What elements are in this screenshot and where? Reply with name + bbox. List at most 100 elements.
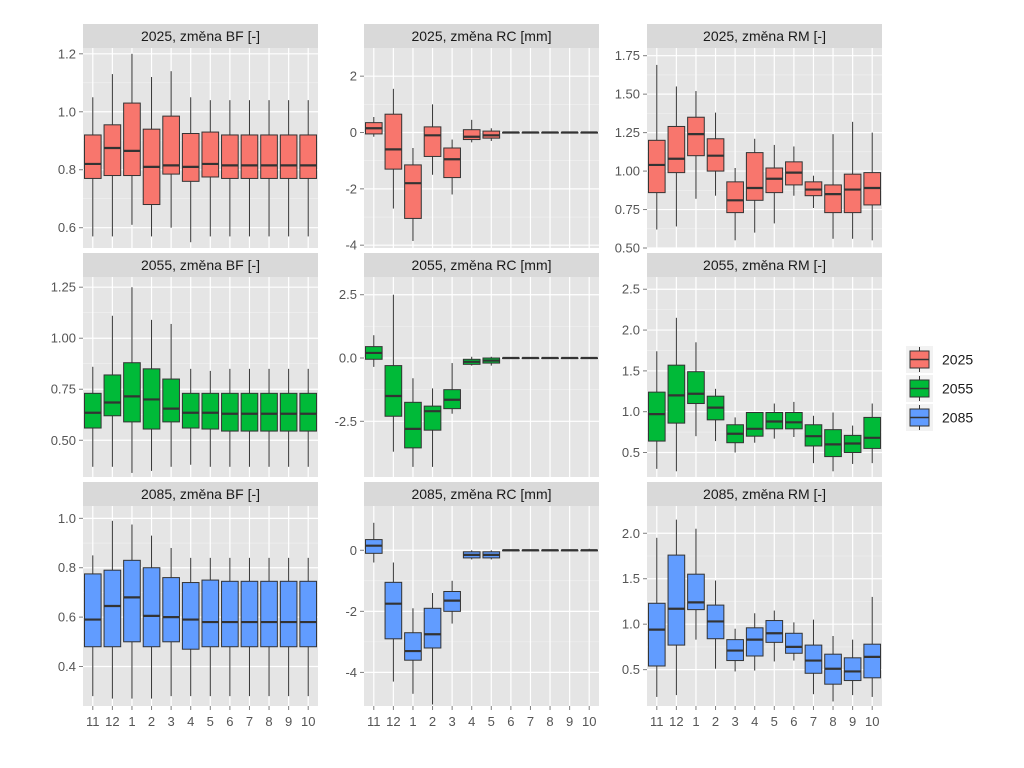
box-body xyxy=(843,173,862,214)
panel-background xyxy=(83,506,318,706)
facet-strip xyxy=(83,253,318,277)
y-tick-label: 0.75 xyxy=(615,202,640,217)
box-body xyxy=(279,580,298,648)
panel-background xyxy=(83,48,318,248)
box-body xyxy=(765,620,784,643)
x-tick-label: 5 xyxy=(771,714,778,729)
facet-panel: 2055, změna RC [mm] -2.5 0.0 2.5 xyxy=(335,253,599,477)
box-8 xyxy=(260,557,278,697)
box-1 xyxy=(123,53,141,225)
box-body xyxy=(299,392,318,432)
x-tick-label: 10 xyxy=(865,714,879,729)
y-tick-label: 1.5 xyxy=(622,571,640,586)
box-6 xyxy=(221,100,239,237)
box-12 xyxy=(667,86,686,227)
box-10 xyxy=(863,596,882,697)
box-12 xyxy=(667,519,686,696)
box-5 xyxy=(201,370,220,467)
box-body xyxy=(240,392,259,432)
box-body xyxy=(181,582,200,650)
box-2 xyxy=(423,104,442,175)
box-body xyxy=(279,392,298,432)
y-tick-label: 0.6 xyxy=(58,220,76,235)
x-tick-label: 12 xyxy=(386,714,400,729)
box-4 xyxy=(462,119,481,143)
box-3 xyxy=(443,139,461,195)
box-9 xyxy=(279,557,298,697)
box-7 xyxy=(240,100,259,237)
box-12 xyxy=(103,315,122,467)
box-body xyxy=(142,567,161,648)
x-tick-label: 5 xyxy=(207,714,214,729)
y-tick-label: 0 xyxy=(350,543,357,558)
box-body xyxy=(804,644,823,674)
box-body xyxy=(384,365,403,417)
box-6 xyxy=(502,131,520,134)
y-tick-label: 1.00 xyxy=(615,164,640,179)
facet-strip-title: 2025, změna BF [-] xyxy=(141,28,260,44)
box-12 xyxy=(103,520,122,699)
box-body xyxy=(299,580,318,648)
box-4 xyxy=(745,613,764,671)
facet-panel: 2025, změna RM [-] 0.50 0.75 1.00 1.25 1.50 1.… xyxy=(615,24,882,256)
y-tick-label: 1.0 xyxy=(58,104,76,119)
box-body xyxy=(123,362,141,423)
y-tick-label: 0.0 xyxy=(339,351,357,366)
x-tick-label: 4 xyxy=(751,714,758,729)
facet-panel: 2055, změna RM [-] 0.5 1.0 1.5 2.0 2.5 xyxy=(622,253,882,477)
x-tick-label: 11 xyxy=(86,714,100,729)
facet-strip-title: 2085, změna BF [-] xyxy=(141,486,260,502)
box-10 xyxy=(863,403,882,464)
box-body xyxy=(83,134,102,179)
box-5 xyxy=(201,557,220,697)
box-11 xyxy=(83,366,102,467)
y-tick-label: -2 xyxy=(345,181,357,196)
box-9 xyxy=(279,368,298,467)
box-body xyxy=(726,181,744,214)
y-tick-label: -4 xyxy=(345,665,357,680)
box-6 xyxy=(502,356,520,360)
box-body xyxy=(423,607,442,649)
facet-panel: 2085, změna BF [-]0.40.60.81.011 12 1 2 3 4 5 6… xyxy=(58,482,318,729)
x-tick-label: 8 xyxy=(265,714,272,729)
x-tick-label: 2 xyxy=(429,714,436,729)
box-11 xyxy=(647,64,666,230)
y-tick-label: 1.0 xyxy=(622,404,640,419)
box-4 xyxy=(745,138,764,233)
facet-panel: 2055, změna BF [-] 0.50 0.75 1.00 1.25 xyxy=(51,253,318,477)
box-2 xyxy=(706,580,725,669)
box-4 xyxy=(745,412,764,443)
box-2 xyxy=(142,319,161,471)
x-tick-label: 9 xyxy=(285,714,292,729)
box-10 xyxy=(299,368,318,467)
box-body xyxy=(462,129,481,141)
box-7 xyxy=(804,415,823,464)
box-7 xyxy=(804,619,823,695)
box-9 xyxy=(279,100,298,237)
box-body xyxy=(423,126,442,157)
box-4 xyxy=(181,368,200,465)
box-body xyxy=(279,134,298,179)
x-tick-label: 9 xyxy=(566,714,573,729)
x-tick-label: 10 xyxy=(301,714,315,729)
box-11 xyxy=(364,117,383,137)
x-tick-label: 1 xyxy=(128,714,135,729)
y-tick-label: -2.5 xyxy=(335,414,357,429)
panel-background xyxy=(83,277,318,477)
box-body xyxy=(863,416,882,449)
box-4 xyxy=(181,557,200,697)
box-body xyxy=(824,184,842,214)
box-body xyxy=(83,392,102,429)
box-3 xyxy=(726,168,744,241)
box-1 xyxy=(404,608,422,694)
x-tick-label: 4 xyxy=(187,714,194,729)
y-tick-label: 0.75 xyxy=(51,382,76,397)
box-4 xyxy=(462,550,481,560)
box-body xyxy=(667,125,686,174)
box-body xyxy=(181,392,200,429)
box-body xyxy=(745,627,764,657)
y-tick-label: 2.0 xyxy=(622,526,640,541)
x-tick-label: 9 xyxy=(849,714,856,729)
box-body xyxy=(667,364,686,424)
box-6 xyxy=(221,557,239,697)
